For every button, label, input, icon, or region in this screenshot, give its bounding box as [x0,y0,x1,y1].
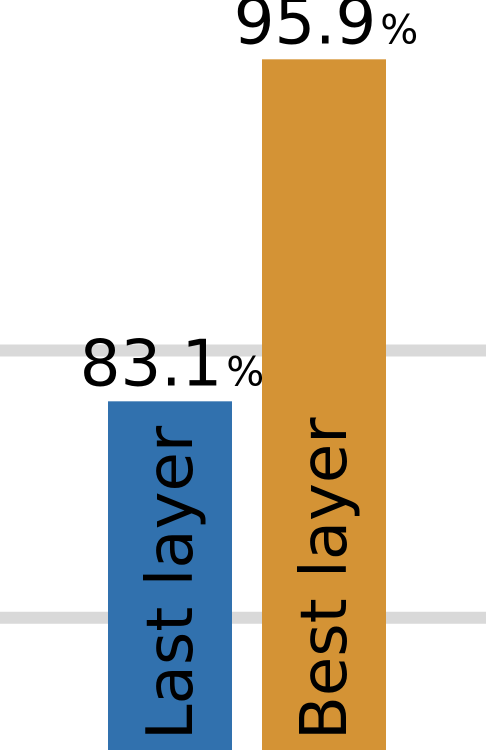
bar-last-layer [108,401,232,750]
labels: 83.1 % Last layer 95.9 % Best layer [80,0,419,740]
bar-best-layer [262,59,386,750]
gridlines [0,344,486,624]
value-label: 95.9% [234,0,419,59]
bars [108,59,386,750]
category-label: Last layer [134,425,208,740]
value-label: 83.1% [80,327,265,401]
category-label: Best layer [288,417,362,740]
